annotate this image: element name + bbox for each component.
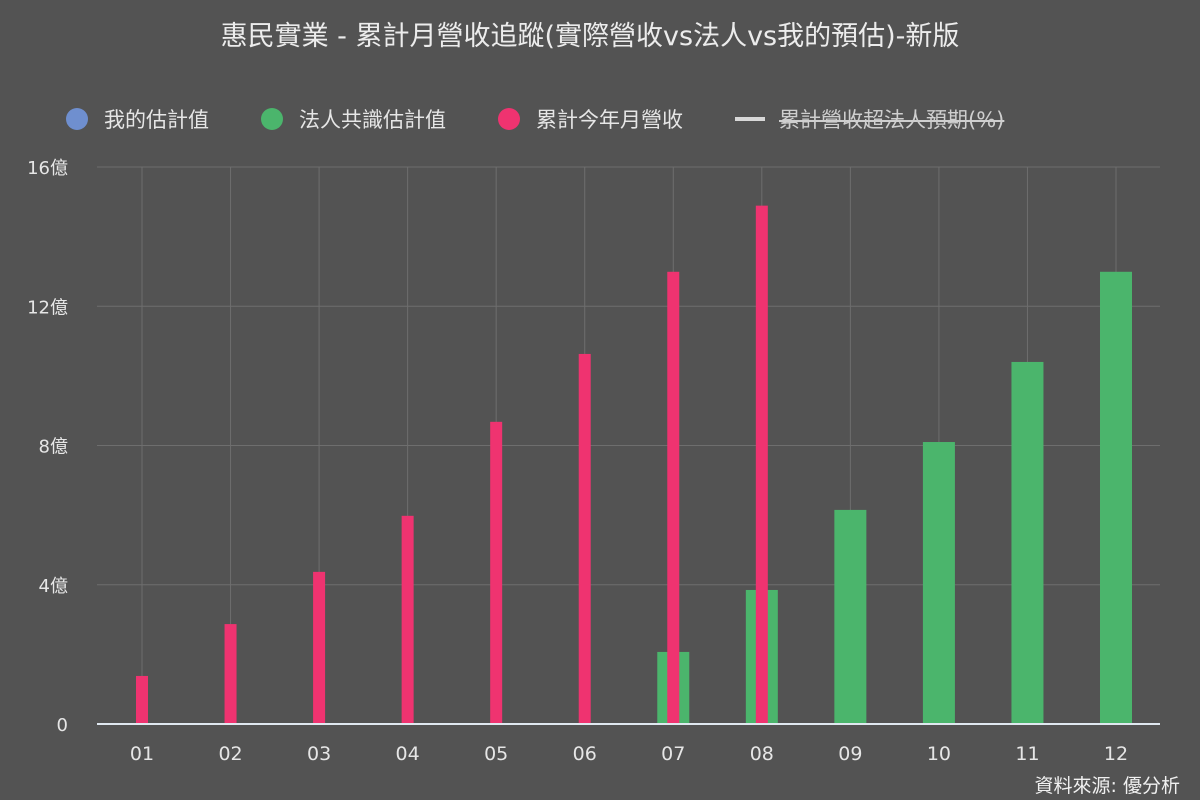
x-tick-label: 01 [130, 743, 154, 765]
bar-cumulative-06 [578, 353, 591, 724]
bar-consensus-10 [922, 442, 955, 724]
bar-cumulative-01 [136, 675, 148, 724]
legend-line-icon [735, 117, 765, 121]
x-tick-label: 07 [661, 743, 685, 765]
legend-label: 累計今年月營收 [536, 108, 683, 132]
chart-title: 惠民實業 - 累計月營收追蹤(實際營收vs法人vs我的預估)-新版 [220, 21, 960, 52]
bar-cumulative-07 [667, 271, 680, 724]
bar-consensus-12 [1100, 271, 1132, 724]
legend-label: 累計營收超法人預期(%) [779, 108, 1005, 132]
x-tick-label: 08 [750, 743, 774, 765]
legend-dot-icon [498, 108, 520, 130]
x-tick-label: 10 [927, 743, 951, 765]
bar-cumulative-08 [755, 205, 768, 725]
legend-item-cumulative-revenue[interactable]: 累計今年月營收 [498, 104, 683, 134]
x-tick-label: 02 [218, 743, 242, 765]
x-tick-label: 04 [396, 743, 420, 765]
bar-cumulative-04 [401, 515, 414, 724]
x-tick-label: 06 [573, 743, 597, 765]
y-tick-label: 12億 [27, 297, 68, 318]
legend-dot-icon [66, 108, 88, 130]
x-tick-label: 11 [1015, 743, 1039, 765]
x-tick-label: 03 [307, 743, 331, 765]
y-tick-label: 16億 [27, 158, 68, 179]
x-tick-label: 05 [484, 743, 508, 765]
source-note: 資料來源: 優分析 [1034, 775, 1180, 797]
legend-label: 我的估計值 [104, 108, 209, 132]
legend-item-my-estimate[interactable]: 我的估計值 [66, 104, 209, 134]
bar-consensus-11 [1011, 361, 1044, 724]
legend-item-beat-pct[interactable]: 累計營收超法人預期(%) [735, 104, 1004, 134]
y-tick-label: 0 [57, 715, 68, 736]
y-tick-label: 8億 [39, 437, 68, 458]
bar-cumulative-05 [490, 421, 503, 724]
bar-cumulative-02 [224, 624, 237, 724]
bar-consensus-09 [834, 509, 867, 724]
legend: 我的估計值 法人共識估計值 累計今年月營收 累計營收超法人預期(%) [66, 104, 1056, 134]
y-tick-label: 4億 [39, 576, 68, 597]
legend-label: 法人共識估計值 [299, 108, 446, 132]
legend-dot-icon [261, 108, 283, 130]
bar-cumulative-03 [313, 571, 326, 724]
legend-item-consensus[interactable]: 法人共識估計值 [261, 104, 446, 134]
x-tick-label: 09 [838, 743, 862, 765]
x-tick-label: 12 [1104, 743, 1128, 765]
